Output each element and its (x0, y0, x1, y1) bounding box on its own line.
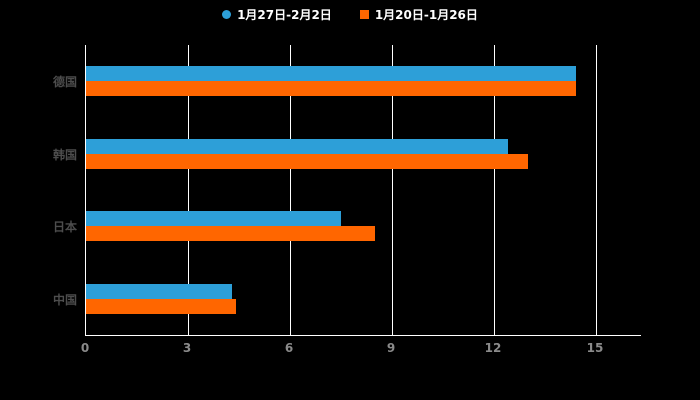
category-label-3: 中国 (52, 292, 77, 307)
x-tick-label-12: 12 (484, 341, 502, 355)
x-tick-label-9: 9 (386, 341, 396, 355)
gridline-x3 (188, 45, 189, 335)
legend-item-week2[interactable]: 1月27日-2月2日 (222, 6, 332, 23)
bar-orange-0[interactable] (86, 81, 576, 97)
bar-blue-0[interactable] (86, 66, 576, 82)
chart-legend: 1月27日-2月2日 1月20日-1月26日 (0, 6, 700, 23)
legend-item-week1[interactable]: 1月20日-1月26日 (359, 6, 478, 23)
gridline-x9 (392, 45, 393, 335)
gridline-x6 (290, 45, 291, 335)
category-label-1: 韩国 (52, 147, 77, 162)
x-tick-label-3: 3 (182, 341, 192, 355)
bar-blue-2[interactable] (86, 211, 341, 227)
bar-orange-1[interactable] (86, 153, 528, 169)
gridline-x15 (596, 45, 597, 335)
gridline-x12 (494, 45, 495, 335)
bar-orange-3[interactable] (86, 298, 236, 314)
x-tick-label-0: 0 (80, 341, 90, 355)
x-tick-label-6: 6 (284, 341, 294, 355)
plot-area (85, 45, 641, 336)
bar-orange-2[interactable] (86, 226, 375, 242)
legend-label-week1: 1月20日-1月26日 (374, 8, 478, 22)
category-label-2: 日本 (52, 220, 77, 235)
bar-blue-1[interactable] (86, 138, 508, 154)
bar-blue-3[interactable] (86, 283, 233, 299)
category-label-0: 德国 (52, 75, 77, 90)
x-tick-label-15: 15 (586, 341, 604, 355)
legend-label-week2: 1月27日-2月2日 (237, 8, 332, 22)
orange-square-marker-icon (359, 10, 369, 19)
blue-circle-marker-icon (222, 10, 232, 19)
